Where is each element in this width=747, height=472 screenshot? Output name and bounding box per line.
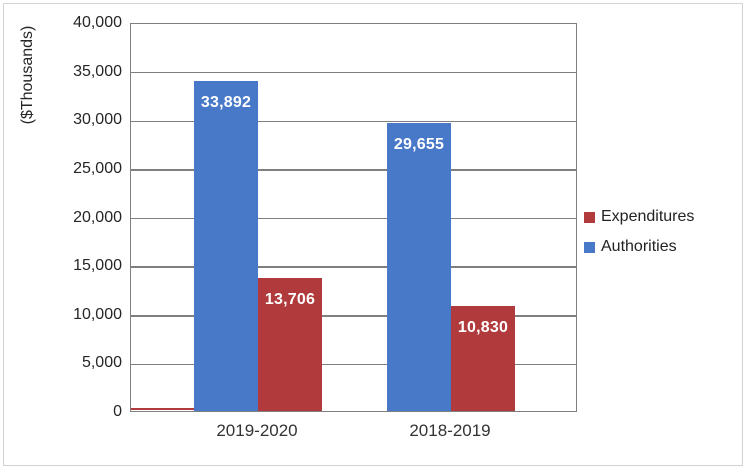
gridline	[131, 315, 576, 317]
legend-swatch-icon	[584, 211, 595, 223]
bar-value-label: 29,655	[393, 135, 445, 153]
x-category-label: 2018-2019	[409, 421, 491, 440]
legend-item: Expenditures	[584, 202, 694, 232]
gridline	[131, 71, 576, 74]
y-tick-label: 25,000	[73, 159, 122, 177]
bar-value-label: 33,892	[200, 94, 252, 112]
x-category-label: 2019-2020	[216, 421, 298, 440]
bar-value-label: 13,706	[264, 290, 316, 308]
y-tick-label: 15,000	[73, 257, 122, 275]
gridline	[131, 363, 576, 366]
legend-item: Authorities	[584, 232, 694, 262]
y-tick-label: 20,000	[73, 208, 122, 226]
bar-authorities	[194, 81, 258, 411]
y-tick-label: 10,000	[73, 305, 122, 323]
legend-item-label: Expenditures	[601, 208, 695, 225]
gridline	[131, 120, 576, 122]
bar-value-label: 10,830	[457, 318, 509, 336]
gridline	[131, 169, 576, 171]
bar-authorities	[387, 122, 451, 411]
y-tick-label: 40,000	[73, 14, 122, 31]
legend-swatch-icon	[584, 241, 595, 253]
y-tick-label: 30,000	[73, 111, 122, 129]
y-tick-label: 0	[113, 403, 122, 420]
legend: Expenditures Authorities	[584, 202, 694, 262]
legend-item-label: Authorities	[601, 238, 677, 255]
plot-area: 33,892 13,706 29,655 10,830	[130, 23, 577, 412]
bar-expenditures	[258, 277, 322, 411]
y-tick-label: 5,000	[81, 354, 122, 372]
gridline	[131, 217, 576, 220]
gridline	[131, 266, 576, 268]
baseline-red-artifact-line	[131, 407, 194, 410]
y-tick-label: 35,000	[73, 62, 122, 80]
bar-expenditures	[451, 305, 515, 411]
